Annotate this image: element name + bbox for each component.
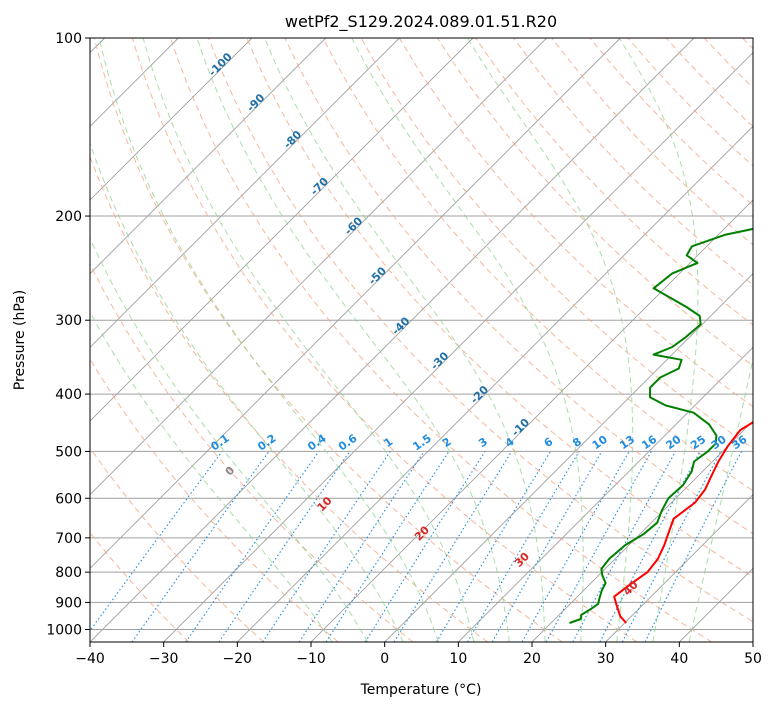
y-tick-label: 800 <box>55 565 82 581</box>
mixing-ratio-line <box>90 451 223 632</box>
dry-adiabat-line <box>90 262 414 642</box>
x-axis-label: Temperature (°C) <box>360 682 482 698</box>
mixing-ratio-line <box>621 451 722 642</box>
mixing-ratio-line <box>545 451 652 642</box>
y-tick-label: 300 <box>55 313 82 329</box>
dewpoint-profile-line <box>569 202 753 624</box>
moist-adiabat-line <box>351 38 584 642</box>
moist-adiabat-line <box>688 356 753 642</box>
dry-adiabat-line <box>90 358 339 642</box>
isotherm-line <box>90 38 326 275</box>
x-tick-label: 50 <box>744 651 762 667</box>
y-tick-label: 700 <box>55 531 82 547</box>
temperature-profile-line <box>613 421 753 624</box>
moist-adiabat-line <box>90 311 333 642</box>
mixing-ratio-line <box>298 451 425 642</box>
moist-adiabat-line <box>196 38 510 642</box>
mixing-ratio-line <box>572 451 676 642</box>
isotherm-line <box>605 494 753 642</box>
isotherm-line <box>90 38 474 422</box>
plot-frame <box>89 37 754 643</box>
isotherm-line <box>90 38 695 642</box>
isotherm-line <box>90 38 400 348</box>
dry-adiabat-line <box>246 38 753 578</box>
dry-adiabat-line <box>322 38 753 492</box>
dry-adiabat-line <box>208 38 753 623</box>
y-tick-label: 900 <box>55 595 82 611</box>
mixing-ratio-line <box>393 451 513 642</box>
x-tick-label: −10 <box>296 651 326 667</box>
mixing-ratio-line <box>262 451 391 642</box>
moist-adiabat-line <box>98 38 439 642</box>
x-tick-label: −30 <box>149 651 179 667</box>
isotherm-line <box>163 52 753 642</box>
isotherm-line <box>237 125 753 642</box>
mixing-ratio-line <box>131 451 270 642</box>
mixing-ratio-line <box>185 451 320 642</box>
dry-adiabat-line <box>513 38 753 286</box>
dry-adiabat-line <box>90 446 264 642</box>
isotherm-line <box>384 273 753 642</box>
isotherm-line <box>90 38 547 496</box>
x-tick-label: 0 <box>380 651 389 667</box>
moist-adiabat-line <box>618 38 699 642</box>
x-tick-label: −20 <box>223 651 253 667</box>
mixing-ratio-line <box>325 451 450 642</box>
mixing-ratio-line <box>644 451 742 642</box>
x-tick-label: 20 <box>523 651 541 667</box>
x-tick-label: −40 <box>75 651 105 667</box>
y-tick-label: 400 <box>55 387 82 403</box>
dry-adiabat-line <box>131 38 638 642</box>
x-tick-label: 40 <box>670 651 688 667</box>
y-tick-label: 200 <box>55 209 82 225</box>
isotherm-line <box>90 38 253 201</box>
chart-title: wetPf2_S129.2024.089.01.51.R20 <box>285 12 557 32</box>
x-tick-label: 10 <box>449 651 467 667</box>
dry-adiabat-line <box>170 38 712 642</box>
mixing-ratio-line <box>521 451 630 642</box>
dry-adiabat-line <box>475 38 753 326</box>
y-tick-label: 100 <box>55 31 82 47</box>
isotherm-line <box>90 38 621 569</box>
moist-adiabat-line <box>264 38 546 642</box>
sounding-lines <box>569 202 753 624</box>
y-tick-label: 500 <box>55 444 82 460</box>
mixing-ratio-line <box>218 451 351 642</box>
dry-adiabat-line <box>284 38 753 535</box>
moist-adiabat-line <box>142 38 475 642</box>
y-axis-label: Pressure (hPa) <box>12 290 28 390</box>
dry-adiabat-line <box>93 38 563 642</box>
isotherm-line <box>458 346 753 642</box>
y-tick-label: 1000 <box>46 622 82 638</box>
moist-adiabat-line <box>90 141 404 642</box>
x-tick-label: 30 <box>597 651 615 667</box>
y-tick-label: 600 <box>55 491 82 507</box>
moist-adiabat-line <box>90 237 369 642</box>
axes: −40 −30 −20 −10 0 10 20 30 40 50 1000 900 800 700 600 5… <box>46 31 762 667</box>
